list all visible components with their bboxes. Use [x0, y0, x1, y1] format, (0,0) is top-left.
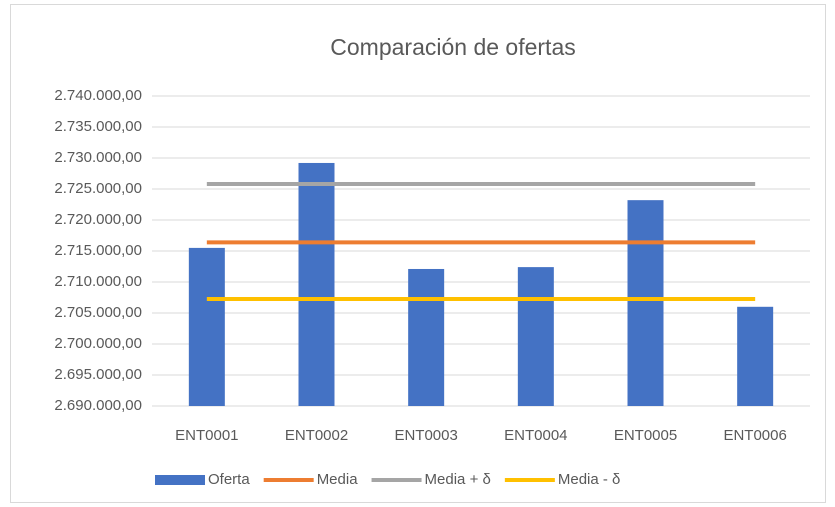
x-tick-label: ENT0006: [723, 427, 786, 444]
y-tick-label: 2.690.000,00: [54, 397, 142, 414]
x-tick-label: ENT0001: [175, 427, 238, 444]
bar: [408, 268, 445, 406]
bar: [188, 247, 225, 406]
y-tick-label: 2.710.000,00: [54, 273, 142, 290]
y-tick-label: 2.735.000,00: [54, 118, 142, 135]
y-tick-label: 2.730.000,00: [54, 149, 142, 166]
legend-label: Oferta: [208, 471, 250, 488]
y-tick-label: 2.725.000,00: [54, 180, 142, 197]
y-tick-label: 2.715.000,00: [54, 242, 142, 259]
bar: [517, 267, 554, 406]
y-tick-label: 2.705.000,00: [54, 304, 142, 321]
bar: [627, 200, 664, 406]
bar: [298, 162, 335, 406]
chart-title: Comparación de ofertas: [330, 34, 575, 60]
legend-label: Media: [317, 471, 359, 488]
y-tick-label: 2.740.000,00: [54, 87, 142, 104]
x-tick-label: ENT0004: [504, 427, 567, 444]
legend-label: Media + δ: [425, 471, 491, 488]
bar: [737, 306, 774, 406]
y-tick-label: 2.700.000,00: [54, 335, 142, 352]
legend-label: Media - δ: [558, 471, 621, 488]
x-tick-label: ENT0003: [394, 427, 457, 444]
x-tick-label: ENT0002: [285, 427, 348, 444]
y-tick-label: 2.720.000,00: [54, 211, 142, 228]
legend-swatch: [155, 475, 205, 485]
chart-border: [10, 4, 826, 503]
y-tick-label: 2.695.000,00: [54, 366, 142, 383]
x-tick-label: ENT0005: [614, 427, 677, 444]
